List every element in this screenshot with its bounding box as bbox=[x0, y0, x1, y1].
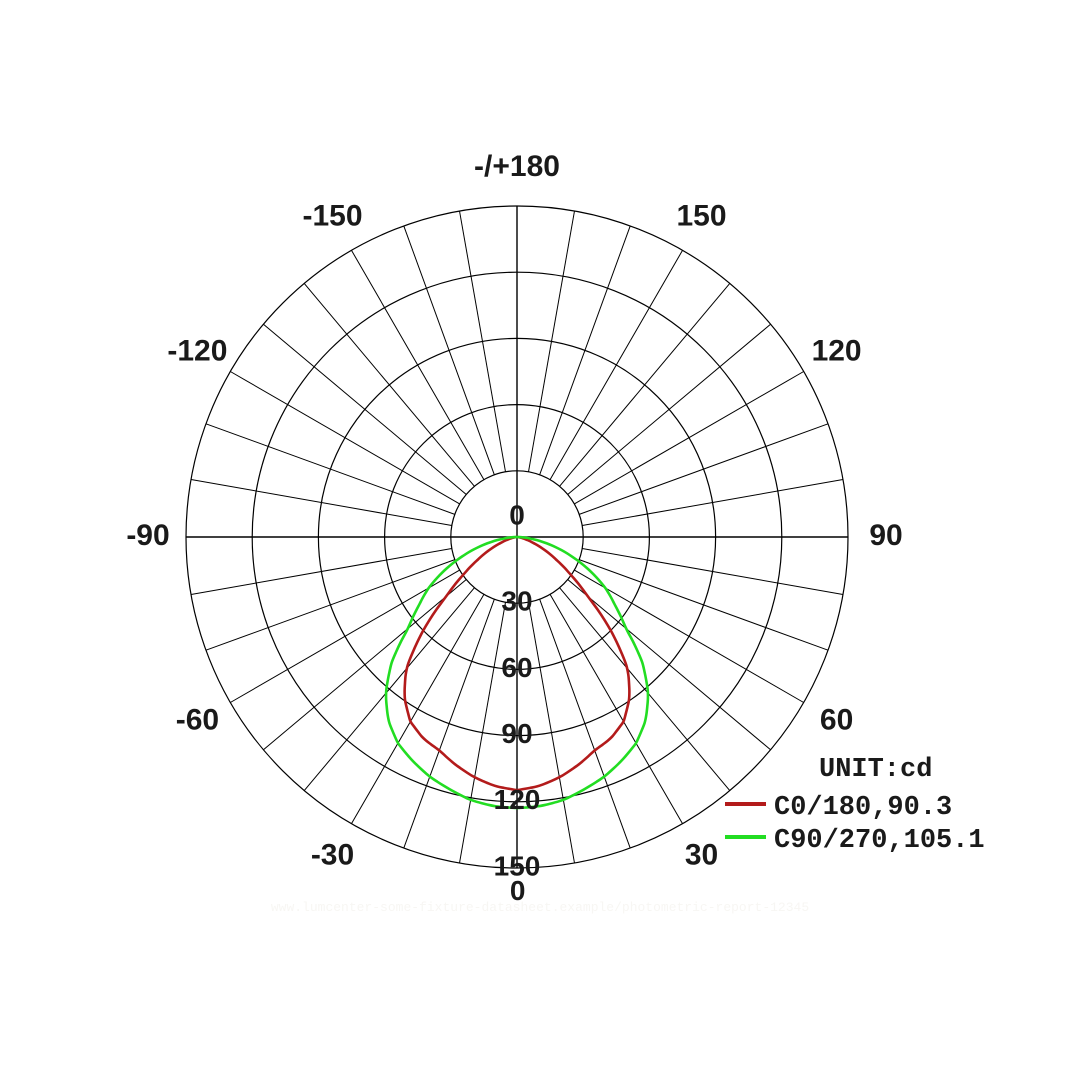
svg-text:-150: -150 bbox=[302, 199, 362, 232]
svg-text:60: 60 bbox=[820, 703, 853, 736]
svg-text:-60: -60 bbox=[176, 703, 219, 736]
svg-text:C0/180,90.3: C0/180,90.3 bbox=[774, 793, 952, 823]
svg-text:90: 90 bbox=[869, 519, 902, 552]
svg-text:www.lumcenter-some-fixture-dat: www.lumcenter-some-fixture-datasheet.exa… bbox=[271, 900, 809, 915]
svg-text:UNIT:cd: UNIT:cd bbox=[819, 755, 932, 785]
svg-text:-/+180: -/+180 bbox=[474, 150, 560, 183]
svg-text:0: 0 bbox=[509, 499, 525, 530]
svg-text:60: 60 bbox=[501, 652, 532, 683]
svg-text:30: 30 bbox=[501, 586, 532, 617]
svg-text:-90: -90 bbox=[126, 519, 169, 552]
svg-text:120: 120 bbox=[812, 334, 862, 367]
svg-text:30: 30 bbox=[685, 839, 718, 872]
svg-text:0: 0 bbox=[510, 875, 526, 906]
svg-text:-120: -120 bbox=[167, 334, 227, 367]
svg-text:120: 120 bbox=[494, 784, 541, 815]
svg-text:C90/270,105.1: C90/270,105.1 bbox=[774, 826, 985, 856]
svg-text:-30: -30 bbox=[311, 839, 354, 872]
svg-text:150: 150 bbox=[676, 199, 726, 232]
svg-text:90: 90 bbox=[501, 718, 532, 749]
